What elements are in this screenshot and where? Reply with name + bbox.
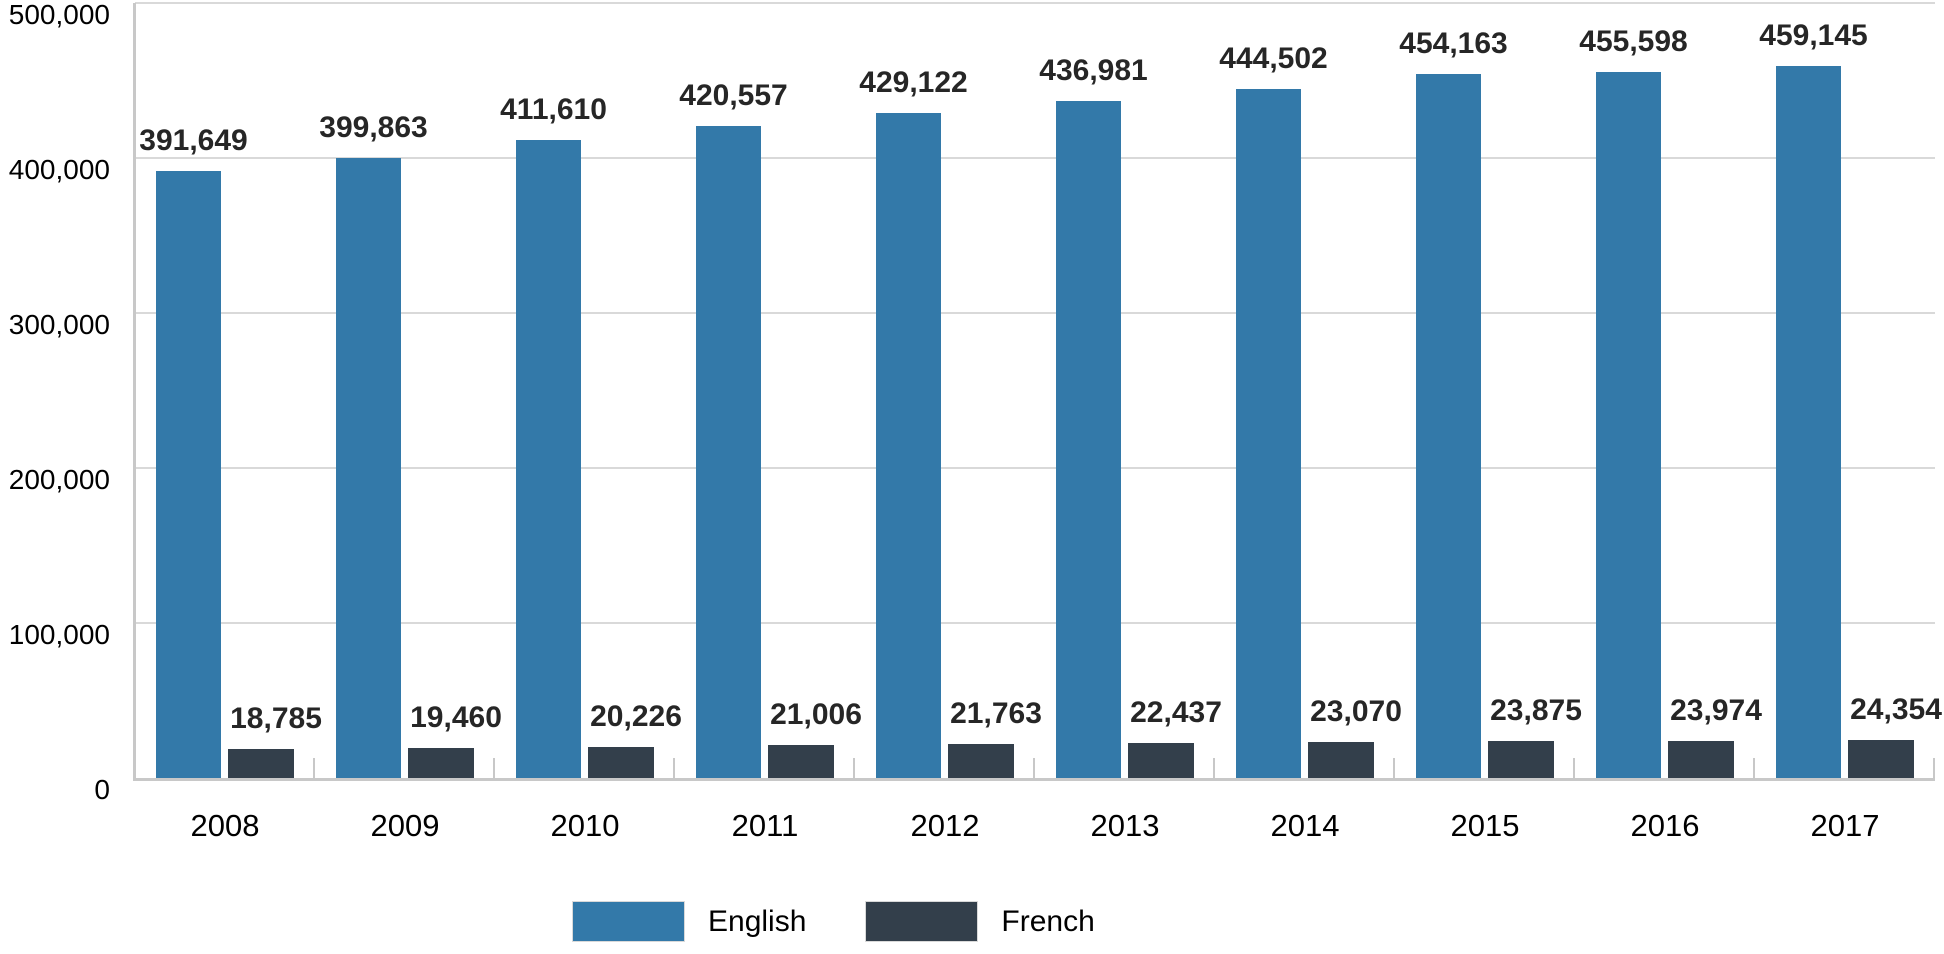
x-tick-label-2017: 2017 <box>1810 808 1880 843</box>
y-tick-label-0: 0 <box>94 774 110 805</box>
value-label-french-2008: 18,785 <box>230 702 322 735</box>
gridline-400000 <box>135 157 1935 159</box>
bar-english-2015 <box>1416 74 1481 778</box>
bar-french-2011 <box>768 745 834 778</box>
x-tick-label-2013: 2013 <box>1090 808 1160 843</box>
value-label-english-2010: 411,610 <box>500 93 607 126</box>
category-tick-9 <box>1753 758 1755 778</box>
bar-english-2010 <box>516 140 581 778</box>
legend-label-english: English <box>708 905 807 938</box>
bar-french-2014 <box>1308 742 1374 778</box>
value-label-french-2013: 22,437 <box>1130 696 1222 729</box>
bar-english-2011 <box>696 126 761 778</box>
gridline-100000 <box>135 622 1935 624</box>
value-label-english-2008: 391,649 <box>139 124 248 157</box>
value-label-english-2017: 459,145 <box>1759 19 1868 52</box>
bar-french-2009 <box>408 748 474 778</box>
x-tick-label-2010: 2010 <box>550 808 620 843</box>
category-tick-3 <box>673 758 675 778</box>
value-label-french-2009: 19,460 <box>410 701 502 734</box>
y-tick-label-100000: 100,000 <box>8 619 110 650</box>
legend-swatch-english <box>572 901 685 942</box>
value-label-english-2015: 454,163 <box>1399 27 1508 60</box>
x-tick-label-2008: 2008 <box>190 808 260 843</box>
category-tick-5 <box>1033 758 1035 778</box>
x-tick-label-2014: 2014 <box>1270 808 1340 843</box>
x-tick-label-2015: 2015 <box>1450 808 1520 843</box>
value-label-french-2010: 20,226 <box>590 700 682 733</box>
bar-french-2013 <box>1128 743 1194 778</box>
category-tick-10 <box>1933 758 1935 778</box>
x-tick-label-2009: 2009 <box>370 808 440 843</box>
bar-english-2014 <box>1236 89 1301 778</box>
bar-english-2012 <box>876 113 941 778</box>
value-label-english-2009: 399,863 <box>319 111 428 144</box>
category-tick-6 <box>1213 758 1215 778</box>
value-label-french-2012: 21,763 <box>950 697 1042 730</box>
x-tick-label-2012: 2012 <box>910 808 980 843</box>
value-label-english-2014: 444,502 <box>1219 42 1328 75</box>
x-tick-label-2011: 2011 <box>731 808 799 843</box>
bar-english-2009 <box>336 158 401 778</box>
x-tick-label-2016: 2016 <box>1630 808 1700 843</box>
bar-english-2017 <box>1776 66 1841 778</box>
bar-french-2017 <box>1848 740 1914 778</box>
legend: English French <box>572 901 1095 942</box>
bar-english-2016 <box>1596 72 1661 778</box>
category-tick-2 <box>493 758 495 778</box>
value-label-french-2015: 23,875 <box>1490 694 1582 727</box>
bar-french-2016 <box>1668 741 1734 778</box>
bar-english-2013 <box>1056 101 1121 778</box>
y-tick-label-200000: 200,000 <box>8 464 110 495</box>
value-label-english-2013: 436,981 <box>1039 54 1148 87</box>
y-tick-label-400000: 400,000 <box>8 154 110 185</box>
gridline-200000 <box>135 467 1935 469</box>
bar-english-2008 <box>156 171 221 778</box>
value-label-english-2012: 429,122 <box>859 66 968 99</box>
value-label-french-2011: 21,006 <box>770 698 862 731</box>
gridline-300000 <box>135 312 1935 314</box>
bar-french-2015 <box>1488 741 1554 778</box>
category-tick-4 <box>853 758 855 778</box>
category-tick-1 <box>313 758 315 778</box>
value-label-french-2016: 23,974 <box>1670 694 1762 727</box>
y-tick-label-300000: 300,000 <box>8 309 110 340</box>
legend-label-french: French <box>1001 905 1095 938</box>
legend-swatch-french <box>865 901 979 942</box>
category-tick-7 <box>1393 758 1395 778</box>
value-label-french-2017: 24,354 <box>1850 693 1942 726</box>
bar-french-2012 <box>948 744 1014 778</box>
value-label-french-2014: 23,070 <box>1310 695 1402 728</box>
bar-french-2010 <box>588 747 654 778</box>
gridline-500000 <box>135 2 1935 4</box>
legend-item-english: English <box>572 901 806 942</box>
value-label-english-2011: 420,557 <box>679 79 788 112</box>
legend-item-french: French <box>865 901 1095 942</box>
bar-french-2008 <box>228 749 294 778</box>
value-label-english-2016: 455,598 <box>1579 25 1688 58</box>
y-tick-label-500000: 500,000 <box>8 0 110 30</box>
y-axis-line <box>133 3 136 781</box>
category-tick-8 <box>1573 758 1575 778</box>
x-axis-line <box>133 778 1935 781</box>
